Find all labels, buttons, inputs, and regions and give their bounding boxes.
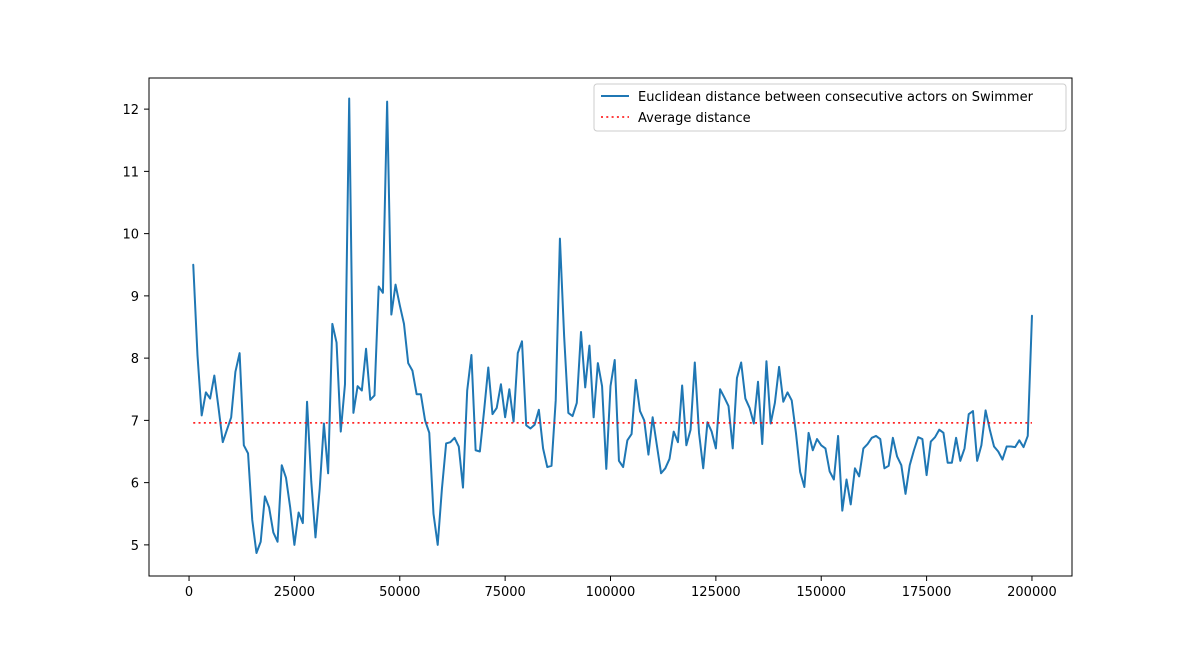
x-tick-label: 150000 — [796, 585, 846, 600]
y-tick-label: 6 — [131, 477, 139, 492]
x-tick-label: 50000 — [379, 585, 420, 600]
series-line-0 — [192, 97, 1033, 554]
x-tick-label: 0 — [185, 585, 193, 600]
legend-box — [593, 83, 1067, 132]
y-tick-label: 10 — [122, 228, 139, 243]
x-tick-label: 175000 — [902, 585, 952, 600]
y-tick-label: 12 — [122, 103, 139, 118]
legend-label-0: Euclidean distance between consecutive a… — [638, 90, 1034, 105]
x-tick-label: 25000 — [274, 585, 315, 600]
y-tick-label: 8 — [131, 352, 139, 367]
x-tick-label: 200000 — [1007, 585, 1057, 600]
legend: Euclidean distance between consecutive a… — [593, 83, 1067, 132]
y-tick-label: 5 — [131, 539, 139, 554]
axes: 0 25000 50000 75000 100000 125000 150000 175000… — [122, 77, 1073, 600]
x-tick-label: 100000 — [586, 585, 636, 600]
x-tick-label: 75000 — [484, 585, 525, 600]
y-tick-label: 11 — [122, 165, 139, 180]
plot-area — [192, 97, 1033, 554]
y-tick-label: 7 — [131, 414, 139, 429]
x-tick-label: 125000 — [691, 585, 741, 600]
legend-label-1: Average distance — [638, 111, 751, 126]
y-tick-label: 9 — [131, 290, 139, 305]
